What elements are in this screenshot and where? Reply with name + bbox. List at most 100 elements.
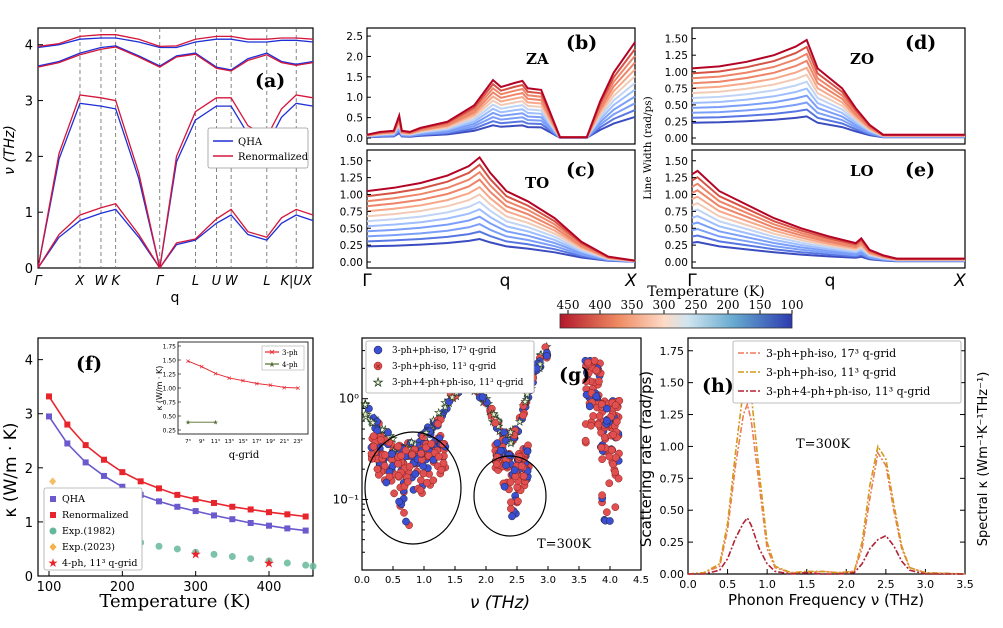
scatter-point-11q bbox=[434, 419, 442, 428]
panel-h-xlabel: Phonon Frequency ν (THz) bbox=[728, 591, 924, 609]
scatter-point-4ph: ★ bbox=[367, 418, 376, 429]
scatter-point-11q bbox=[401, 446, 410, 455]
xtick-label: 1.0 bbox=[416, 575, 432, 586]
ytick-label: 0.25 bbox=[340, 240, 363, 252]
panel-a-label: (a) bbox=[255, 70, 285, 92]
ytick-label: 2.0 bbox=[346, 51, 363, 63]
colorbar-title: Temperature (K) bbox=[647, 284, 765, 300]
scatter-point-11q bbox=[614, 474, 623, 483]
scatter-point-4ph: ★ bbox=[361, 412, 370, 423]
panel-d-curves bbox=[691, 38, 965, 139]
scatter-point-17q bbox=[373, 426, 382, 435]
scatter-point-11q bbox=[381, 451, 389, 459]
legend-h-4ph: 3-ph+4-ph+ph-iso, 11³ q-grid bbox=[766, 385, 930, 398]
panel-a-curves bbox=[37, 34, 314, 270]
scatter-point-17q bbox=[602, 416, 611, 425]
legend-f-renorm: Renormalized bbox=[62, 510, 129, 521]
scatter-point-4ph: ★ bbox=[507, 436, 516, 447]
kappa-point bbox=[284, 511, 291, 518]
legend-g-4ph-swatch: ★ bbox=[373, 376, 383, 389]
legend-g-17q: 3-ph+ph-iso, 17³ q-grid bbox=[392, 346, 496, 356]
panel-c-yticks: 0.00 0.25 0.50 0.75 1.00 1.25 1.50 bbox=[340, 156, 371, 269]
scatter-point-11q bbox=[598, 491, 606, 500]
spectral-curve bbox=[687, 367, 966, 575]
scatter-point-4ph: ★ bbox=[523, 390, 532, 401]
kappa-point bbox=[247, 506, 254, 513]
scatter-point-17q bbox=[606, 517, 614, 525]
scatter-point-4ph: ★ bbox=[361, 400, 370, 411]
linewidth-curve bbox=[691, 169, 965, 260]
legend-g-4ph: 3-ph+4-ph+ph-iso, 11³ q-grid bbox=[392, 378, 524, 388]
panel-c-x-mid: q bbox=[500, 271, 511, 291]
colorbar-ticks: 450 400 350 300 250 200 150 100 bbox=[557, 298, 803, 314]
scatter-point-11q bbox=[517, 462, 526, 470]
dispersion-branch-renormalized bbox=[37, 34, 314, 48]
scatter-point-4ph: ★ bbox=[361, 400, 370, 411]
panel-h-ylabel: Scattering rate (rad/ps) bbox=[637, 371, 655, 547]
scatter-point-17q bbox=[388, 450, 396, 458]
scatter-point-17q bbox=[524, 393, 533, 402]
panel-b-frame bbox=[366, 27, 636, 145]
kappa-point bbox=[266, 509, 272, 516]
scatter-point-11q bbox=[439, 459, 448, 467]
scatter-point-4ph: ★ bbox=[452, 388, 461, 399]
xtick-label: 200 bbox=[110, 580, 135, 595]
linewidth-curve bbox=[366, 178, 636, 262]
panel-g-legend: 3-ph+ph-iso, 17³ q-grid ✕ 3-ph+ph-iso, 1… bbox=[365, 340, 535, 394]
ytick-label: 1.50 bbox=[665, 34, 688, 46]
kpoint-label: K bbox=[111, 274, 121, 289]
ytick-label: 1.00 bbox=[340, 190, 363, 202]
kappa-point bbox=[156, 485, 162, 492]
spectral-curve bbox=[687, 401, 966, 575]
xtick-label: 4.5 bbox=[633, 575, 649, 586]
panel-e-yticks: 0.00 0.25 0.50 0.75 1.00 1.25 1.50 bbox=[665, 156, 696, 269]
scatter-point-17q bbox=[402, 517, 410, 526]
kappa-point bbox=[228, 553, 236, 561]
kappa-point bbox=[64, 440, 71, 447]
ytick-label: 0.00 bbox=[660, 568, 685, 581]
linewidth-curve bbox=[366, 215, 636, 263]
panel-c-mode: TO bbox=[525, 174, 549, 192]
inset-legend-3ph-marker: ✕ bbox=[269, 348, 276, 357]
ytick-label: 0.5 bbox=[346, 113, 363, 125]
scatter-point-11q bbox=[519, 411, 527, 420]
panel-g-circle-1 bbox=[364, 431, 462, 545]
scatter-point-11q bbox=[400, 508, 408, 517]
scatter-point-4ph: ★ bbox=[515, 417, 524, 428]
kappa-point bbox=[155, 542, 163, 550]
scatter-point-4ph: ★ bbox=[505, 430, 514, 441]
kpoint-label: K|UX bbox=[281, 274, 313, 289]
panel-a-frame bbox=[37, 27, 314, 269]
inset-ytick-label: 1.50 bbox=[163, 358, 177, 365]
scatter-point-11q bbox=[437, 466, 446, 474]
kpoint-label: W bbox=[95, 274, 109, 289]
scatter-point-4ph: ★ bbox=[410, 439, 419, 450]
inset-point: ✕ bbox=[213, 370, 218, 378]
scatter-point-17q bbox=[478, 393, 487, 402]
ytick-label: 0.0 bbox=[346, 133, 363, 145]
scatter-point-4ph: ★ bbox=[536, 360, 545, 371]
legend-f-renorm-swatch bbox=[50, 512, 56, 518]
xtick-label: 3.5 bbox=[571, 575, 587, 586]
scatter-point-17q bbox=[502, 461, 510, 470]
scatter-point-4ph: ★ bbox=[521, 397, 530, 408]
scatter-point-11q bbox=[605, 479, 614, 488]
inset-line bbox=[187, 360, 299, 389]
kappa-point bbox=[247, 555, 255, 563]
kappa-point bbox=[192, 548, 200, 556]
panel-g-yticks: 10⁰ 10⁻¹ bbox=[333, 350, 368, 553]
scatter-point-11q bbox=[422, 443, 430, 452]
kappa-point bbox=[192, 496, 199, 503]
linewidth-curve bbox=[691, 108, 965, 138]
inset-xtick-label: 11³ bbox=[211, 438, 220, 445]
scatter-point-11q bbox=[597, 400, 606, 409]
scatter-point-11q bbox=[589, 412, 598, 420]
ytick-label: 0.75 bbox=[665, 206, 688, 218]
inset-ytick-label: 1.25 bbox=[163, 372, 177, 379]
kappa-point bbox=[137, 478, 144, 485]
inset-xtick-label: 19³ bbox=[266, 438, 275, 445]
inset-point: ★ bbox=[185, 419, 191, 427]
panel-e-x-mid: q bbox=[825, 271, 836, 291]
scatter-point-11q bbox=[397, 451, 406, 460]
scatter-point-11q bbox=[427, 440, 436, 448]
